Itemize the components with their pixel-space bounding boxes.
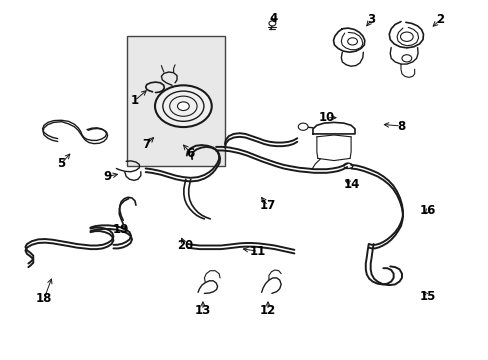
- Text: 10: 10: [318, 111, 334, 124]
- Text: 2: 2: [435, 13, 443, 26]
- Text: 18: 18: [36, 292, 52, 305]
- Text: 17: 17: [259, 199, 276, 212]
- Circle shape: [155, 85, 211, 127]
- Text: 12: 12: [259, 304, 276, 317]
- Text: 19: 19: [113, 223, 129, 236]
- Text: 11: 11: [249, 245, 266, 258]
- Circle shape: [298, 123, 307, 130]
- Text: 6: 6: [186, 147, 194, 159]
- Circle shape: [268, 21, 275, 26]
- Text: 1: 1: [130, 94, 138, 107]
- Text: 9: 9: [103, 170, 111, 183]
- Text: 8: 8: [396, 120, 404, 132]
- Text: 5: 5: [57, 157, 65, 170]
- Circle shape: [177, 102, 189, 111]
- Text: 7: 7: [142, 138, 150, 150]
- Text: 3: 3: [367, 13, 375, 26]
- Bar: [127, 36, 224, 166]
- Text: 15: 15: [419, 291, 435, 303]
- Text: 14: 14: [343, 178, 360, 191]
- Text: 20: 20: [176, 239, 193, 252]
- Text: 4: 4: [269, 12, 277, 24]
- Text: 13: 13: [194, 304, 211, 317]
- Text: 16: 16: [419, 204, 435, 217]
